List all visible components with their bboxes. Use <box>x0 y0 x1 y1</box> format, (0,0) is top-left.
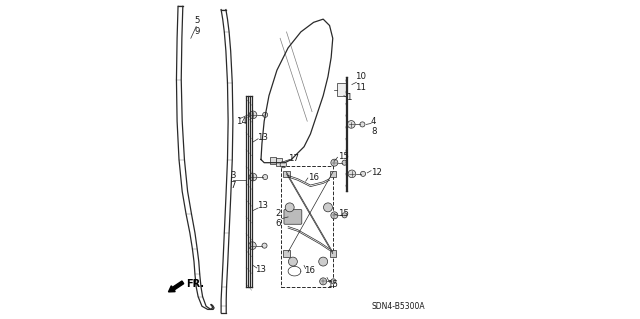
Circle shape <box>249 173 257 181</box>
Bar <box>276 158 282 166</box>
Circle shape <box>262 174 268 180</box>
Text: 5: 5 <box>195 16 200 25</box>
Circle shape <box>342 213 347 218</box>
Circle shape <box>285 203 294 212</box>
Text: 17: 17 <box>288 154 299 163</box>
Text: 12: 12 <box>371 168 382 177</box>
Text: 11: 11 <box>355 83 366 92</box>
Text: 15: 15 <box>337 152 349 161</box>
Text: 15: 15 <box>327 280 338 289</box>
Bar <box>281 166 333 287</box>
Bar <box>330 250 336 257</box>
Circle shape <box>360 171 365 176</box>
Circle shape <box>319 257 328 266</box>
Circle shape <box>248 242 256 249</box>
Text: 9: 9 <box>195 27 200 36</box>
FancyBboxPatch shape <box>284 210 302 224</box>
Text: 8: 8 <box>371 127 376 136</box>
Circle shape <box>331 159 338 166</box>
Text: 16: 16 <box>308 173 319 182</box>
Bar <box>337 83 346 96</box>
Text: SDN4-B5300A: SDN4-B5300A <box>371 302 425 311</box>
Text: 2: 2 <box>275 209 281 218</box>
Circle shape <box>342 160 347 165</box>
Circle shape <box>249 111 257 119</box>
Text: 3: 3 <box>230 171 236 180</box>
Text: 6: 6 <box>275 219 281 228</box>
Circle shape <box>280 161 287 168</box>
Circle shape <box>348 121 355 128</box>
Circle shape <box>331 279 336 284</box>
Circle shape <box>348 170 356 178</box>
Text: 1: 1 <box>346 93 351 102</box>
Text: 13: 13 <box>257 201 268 210</box>
Text: 4: 4 <box>371 117 376 126</box>
Bar <box>284 171 290 177</box>
Circle shape <box>289 257 298 266</box>
Text: 10: 10 <box>355 72 366 81</box>
Bar <box>330 171 336 177</box>
Bar <box>269 157 276 164</box>
Text: 13: 13 <box>257 133 268 142</box>
Text: 14: 14 <box>236 117 248 126</box>
Circle shape <box>360 122 365 127</box>
Text: FR.: FR. <box>186 279 204 289</box>
Bar <box>284 250 290 257</box>
Circle shape <box>331 212 338 219</box>
Text: 7: 7 <box>230 181 236 189</box>
Text: 13: 13 <box>255 265 266 274</box>
FancyArrow shape <box>168 281 184 292</box>
Circle shape <box>262 112 268 117</box>
Circle shape <box>323 203 332 212</box>
Circle shape <box>262 243 267 248</box>
Circle shape <box>320 278 326 285</box>
Text: 16: 16 <box>304 266 315 275</box>
Text: 15: 15 <box>337 209 349 218</box>
